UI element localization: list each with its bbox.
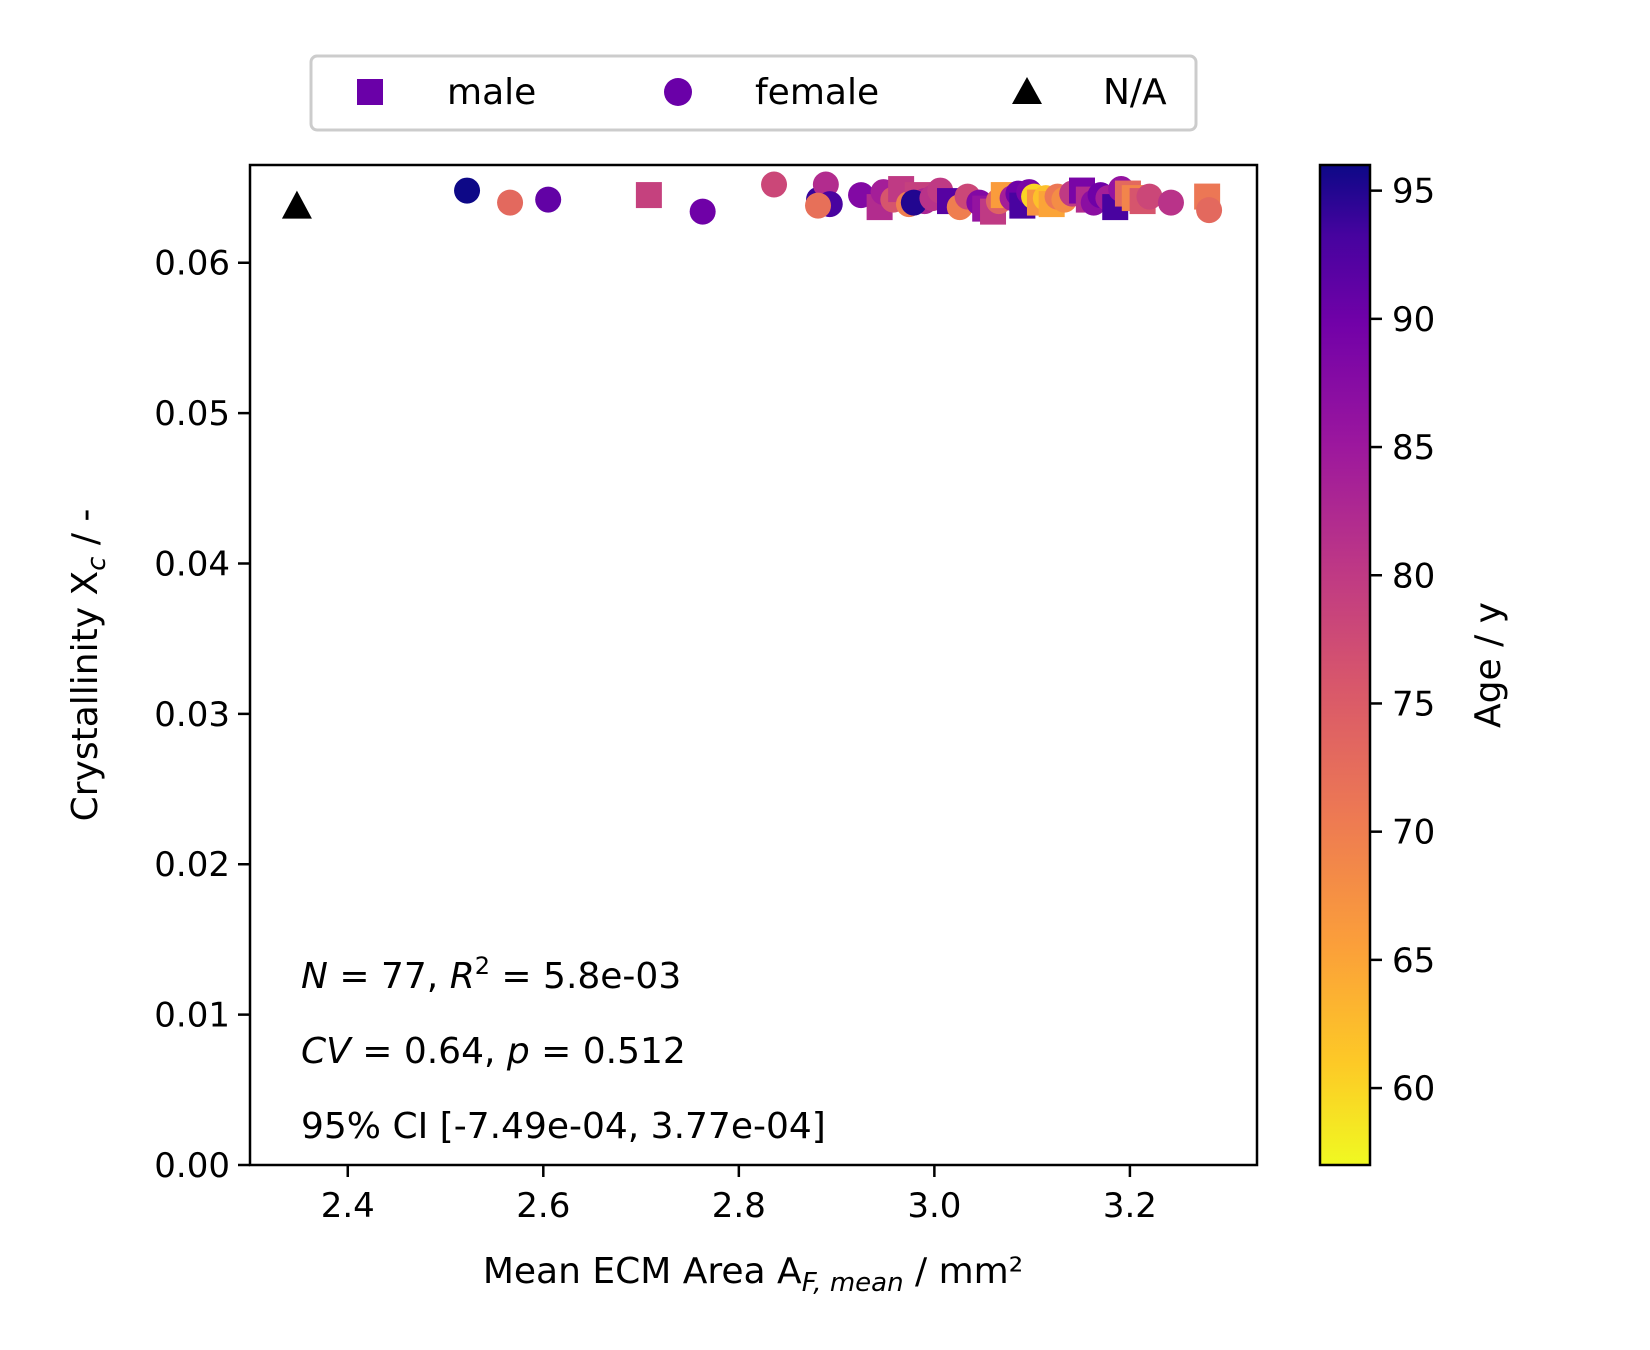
x-tick-label: 2.8 [712,1186,766,1226]
data-point-female [454,177,481,204]
colorbar-tick-label: 60 [1392,1069,1435,1109]
y-tick-label: 0.05 [154,394,230,434]
colorbar-tick-label: 90 [1392,300,1435,340]
stats-line-1: N = 77, R2 = 5.8e-03 [301,952,681,997]
plot-area [248,163,1259,1167]
y-tick-label: 0.04 [154,544,230,584]
y-tick-label: 0.01 [154,996,230,1036]
colorbar-gradient [1318,163,1372,1167]
legend: male female N/A [309,54,1198,132]
data-point-female [805,192,832,219]
data-point-female [761,171,788,198]
legend-female-label: female [755,72,879,113]
y-tick-label: 0.02 [154,845,230,885]
y-tick-label: 0.06 [154,244,230,284]
x-tick-label: 2.6 [516,1186,570,1226]
stats-line-2: CV = 0.64, p = 0.512 [301,1031,686,1072]
legend-na-marker [1012,77,1042,104]
legend-male-marker [357,79,383,105]
colorbar-ticks: 60 65 70 75 80 85 90 95 [1370,172,1435,1109]
colorbar-tick-label: 95 [1392,172,1435,212]
legend-female-marker [664,78,692,106]
legend-male-label: male [447,72,536,113]
x-axis: 2.4 2.6 2.8 3.0 3.2 [321,1165,1157,1226]
colorbar-tick-label: 80 [1392,556,1435,596]
colorbar-title: Age / y [1468,602,1509,728]
data-point-female [1196,197,1223,224]
data-point-female [497,189,524,216]
data-point-male [635,182,662,209]
x-tick-label: 2.4 [321,1186,375,1226]
legend-frame [309,54,1198,132]
colorbar-tick-label: 65 [1392,941,1435,981]
data-point-na [281,190,312,219]
x-axis-title: Mean ECM Area AF, mean / mm² [483,1251,1023,1298]
data-point-female [689,198,716,225]
y-tick-label: 0.03 [154,695,230,735]
data-point-female [535,186,562,213]
colorbar-tick-label: 70 [1392,813,1435,853]
colorbar-tick-label: 85 [1392,428,1435,468]
y-axis-title: Crystallinity Xc / - [65,509,112,822]
data-points [281,171,1223,225]
x-tick-label: 3.2 [1103,1186,1157,1226]
y-tick-label: 0.00 [154,1146,230,1186]
colorbar-tick-label: 75 [1392,684,1435,724]
x-tick-label: 3.0 [907,1186,961,1226]
data-point-female [1136,183,1163,210]
legend-na-label: N/A [1103,72,1167,113]
data-point-female [1157,189,1184,216]
colorbar: 60 65 70 75 80 85 90 95 Age / y [1318,163,1509,1167]
y-axis: 0.00 0.01 0.02 0.03 0.04 0.05 0.06 [154,244,250,1186]
stats-line-3: 95% CI [-7.49e-04, 3.77e-04] [301,1106,826,1147]
data-point-female [812,171,839,198]
